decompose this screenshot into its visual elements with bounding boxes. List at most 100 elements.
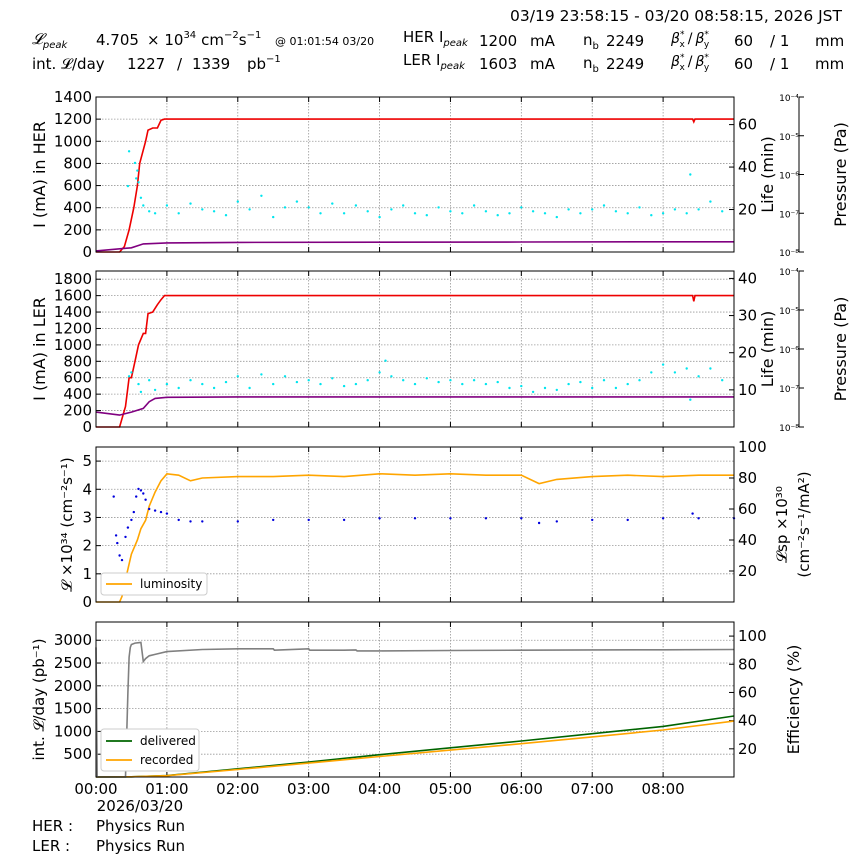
data-point-specific xyxy=(449,517,452,520)
data-point-pressure xyxy=(496,380,499,384)
y-tick-label: 2 xyxy=(82,537,92,555)
y-tick-label: 1200 xyxy=(54,319,92,337)
intl-label: int. 𝓛/day xyxy=(32,55,105,73)
data-point-pressure xyxy=(126,184,130,188)
y2-axis-label: Efficiency (%) xyxy=(784,645,803,755)
y2-tick-label: 60 xyxy=(738,683,757,701)
data-point-pressure xyxy=(142,204,145,207)
data-point-pressure xyxy=(697,208,700,211)
data-point-pressure xyxy=(661,212,665,215)
plot-frame xyxy=(95,446,735,603)
lpeak-value: 4.705 xyxy=(96,31,139,49)
data-point-specific xyxy=(697,517,700,520)
data-point-pressure xyxy=(378,215,381,219)
her-ipeak-value: 1200 xyxy=(479,32,517,50)
data-point-pressure xyxy=(390,208,393,211)
y-tick-label: 1400 xyxy=(54,88,92,106)
data-point-pressure xyxy=(212,210,216,213)
y-tick-label: 500 xyxy=(63,745,92,763)
data-point-pressure xyxy=(531,210,535,213)
data-point-pressure xyxy=(260,194,263,197)
her-status-value: Physics Run xyxy=(96,817,185,835)
legend: delivered recorded xyxy=(100,728,200,772)
pressure-tick-label: 10⁻⁸ xyxy=(779,424,799,434)
data-point-pressure xyxy=(543,386,547,390)
y-axis-label: 𝓛 ×10³⁴ (cm⁻²s⁻¹) xyxy=(58,457,76,591)
y-tick-label: 4 xyxy=(82,480,92,498)
y3-axis-label: Pressure (Pa) xyxy=(831,297,850,402)
data-point-specific xyxy=(555,520,558,523)
data-point-pressure xyxy=(508,212,511,215)
pressure-tick-label: 10⁻⁴ xyxy=(779,268,799,278)
legend-label-luminosity: luminosity xyxy=(140,577,202,591)
data-point-pressure xyxy=(354,382,358,386)
x-tick-label: 00:00 xyxy=(74,780,117,798)
y2-tick-label: 20 xyxy=(738,201,757,219)
y2-tick-label: 20 xyxy=(738,344,757,362)
data-point-pressure xyxy=(390,375,393,378)
y-tick-label: 600 xyxy=(63,177,92,195)
data-point-specific xyxy=(378,517,381,520)
data-point-pressure xyxy=(272,382,275,386)
y-axis-label: I (mA) in HER xyxy=(30,121,49,228)
y-tick-label: 1 xyxy=(82,565,92,583)
y2-tick-label: 100 xyxy=(738,438,767,456)
x-tick-label: 02:00 xyxy=(216,780,259,798)
data-point-pressure xyxy=(461,382,464,386)
data-point-specific xyxy=(626,518,629,522)
legend: luminosity xyxy=(100,572,208,596)
y-tick-label: 1200 xyxy=(54,110,92,128)
lpeak-label: 𝓛peak xyxy=(32,30,69,51)
data-point-pressure xyxy=(165,204,169,207)
y-tick-label: 0 xyxy=(82,418,92,436)
data-point-pressure xyxy=(614,210,618,213)
data-point-pressure xyxy=(307,379,310,382)
data-point-pressure xyxy=(189,379,192,382)
x-tick-label: 06:00 xyxy=(500,780,543,798)
y-tick-label: 1000 xyxy=(54,722,92,740)
data-point-specific xyxy=(165,512,169,515)
series-line-current xyxy=(96,294,734,428)
ler-nb-value: 2249 xyxy=(606,55,644,73)
y-tick-label: 1000 xyxy=(54,132,92,150)
data-point-pressure xyxy=(626,382,629,386)
data-point-pressure xyxy=(295,200,299,203)
data-point-specific xyxy=(520,517,523,520)
lpeak-unit: × 1034 cm−2s−1 xyxy=(147,30,261,49)
series-line-current xyxy=(96,118,734,253)
data-point-pressure xyxy=(685,212,688,215)
data-point-pressure xyxy=(248,208,251,211)
data-point-specific xyxy=(307,518,310,522)
data-point-pressure xyxy=(721,210,724,213)
data-point-pressure xyxy=(626,212,629,215)
data-point-pressure xyxy=(153,212,157,215)
data-point-specific xyxy=(342,518,346,522)
her-beta-y: / 1 xyxy=(770,32,789,50)
y-tick-label: 2000 xyxy=(54,677,92,695)
data-point-pressure xyxy=(567,382,570,386)
y-tick-label: 1500 xyxy=(54,700,92,718)
y-axis-label: int. 𝓛/day (pb⁻¹) xyxy=(30,638,48,760)
intl-recorded: 1339 xyxy=(192,55,230,73)
data-point-specific xyxy=(112,495,115,498)
data-point-pressure xyxy=(591,208,594,211)
data-point-specific xyxy=(177,518,180,522)
pressure-tick-label: 10⁻⁶ xyxy=(779,346,799,356)
data-point-pressure xyxy=(602,379,606,382)
data-point-pressure xyxy=(602,204,606,207)
data-point-pressure xyxy=(133,161,137,165)
data-point-pressure xyxy=(614,386,618,390)
ler-beta-unit: mm xyxy=(815,55,844,73)
data-point-pressure xyxy=(531,390,535,394)
ler-status-value: Physics Run xyxy=(96,837,185,855)
y-tick-label: 2500 xyxy=(54,654,92,672)
y2-tick-label: 80 xyxy=(738,469,757,487)
data-point-pressure xyxy=(661,363,665,366)
data-point-pressure xyxy=(650,214,653,217)
data-point-pressure xyxy=(127,375,131,378)
data-point-pressure xyxy=(139,390,143,394)
data-point-pressure xyxy=(135,177,138,180)
data-point-pressure xyxy=(579,380,582,384)
data-point-pressure xyxy=(673,208,677,211)
x-tick-label: 01:00 xyxy=(145,780,188,798)
